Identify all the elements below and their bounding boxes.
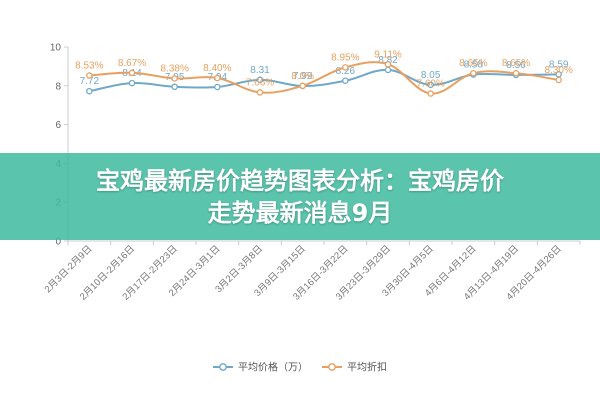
data-point [128, 69, 136, 77]
data-point [214, 83, 221, 91]
legend-label: 平均折扣 [347, 361, 387, 374]
data-point [128, 79, 136, 87]
data-point [86, 72, 93, 79]
data-point [171, 75, 178, 82]
series-line-2 [89, 61, 559, 95]
banner-title-line-1: 宝鸡最新房价趋势图表分析：宝鸡房价 [96, 166, 504, 195]
data-point [171, 83, 178, 91]
y-tick-label: 10 [50, 43, 62, 54]
data-label: 8.65% [459, 58, 487, 69]
data-label: 8.31 [250, 65, 270, 76]
data-point [214, 74, 221, 82]
data-point [384, 66, 392, 74]
legend-swatch-marker [219, 363, 227, 371]
data-label: 8.82 [378, 55, 398, 66]
data-label: 8.56 [506, 60, 526, 71]
data-label: 8.95% [331, 52, 359, 63]
data-label: 8.59 [549, 59, 569, 70]
data-point [299, 82, 306, 90]
y-tick-label: 0 [55, 237, 61, 248]
data-point [86, 87, 93, 95]
data-label: 8.05 [421, 70, 441, 81]
data-label: 7.66% [246, 77, 274, 88]
banner-title-line-2: 走势最新消息9月 [207, 198, 393, 227]
data-label: 8.26 [336, 66, 356, 77]
y-tick-label: 6 [55, 120, 61, 131]
legend-swatch-marker [328, 363, 336, 371]
data-point [342, 77, 349, 85]
data-point [512, 69, 520, 77]
legend-item-2[interactable]: 平均折扣 [322, 361, 387, 374]
data-label: 7.72 [80, 76, 100, 87]
title-banner: 宝鸡最新房价趋势图表分析：宝鸡房价 走势最新消息9月 [0, 153, 600, 240]
data-point [256, 76, 264, 84]
data-label: 9.11% [374, 49, 402, 60]
data-label: 8.53% [75, 61, 103, 72]
data-label: 8.0% [291, 71, 314, 82]
data-point [256, 89, 264, 96]
data-label: 7.99 [293, 71, 313, 82]
data-label: 8.65% [502, 58, 530, 69]
data-point [427, 81, 434, 89]
data-point [384, 61, 392, 68]
data-label: 7.60% [416, 79, 444, 90]
y-tick-label: 8 [55, 81, 61, 92]
data-label: 8.67% [118, 58, 146, 69]
data-point [555, 76, 562, 84]
data-label: 8.38% [160, 63, 188, 74]
data-point [342, 64, 349, 71]
data-point [470, 69, 477, 77]
series-line-1 [89, 68, 559, 93]
data-label: 8.58 [464, 60, 484, 71]
chart-series: 7.728.147.957.948.317.998.268.828.058.58… [75, 49, 573, 97]
data-label: 8.30% [544, 65, 572, 76]
legend-item-1[interactable]: 平均价格（万） [213, 361, 308, 374]
legend-label: 平均价格（万） [238, 361, 308, 374]
data-point [427, 90, 434, 97]
data-label: 8.40% [203, 63, 231, 74]
chart-legend[interactable]: 平均价格（万） 平均折扣 [213, 361, 387, 374]
